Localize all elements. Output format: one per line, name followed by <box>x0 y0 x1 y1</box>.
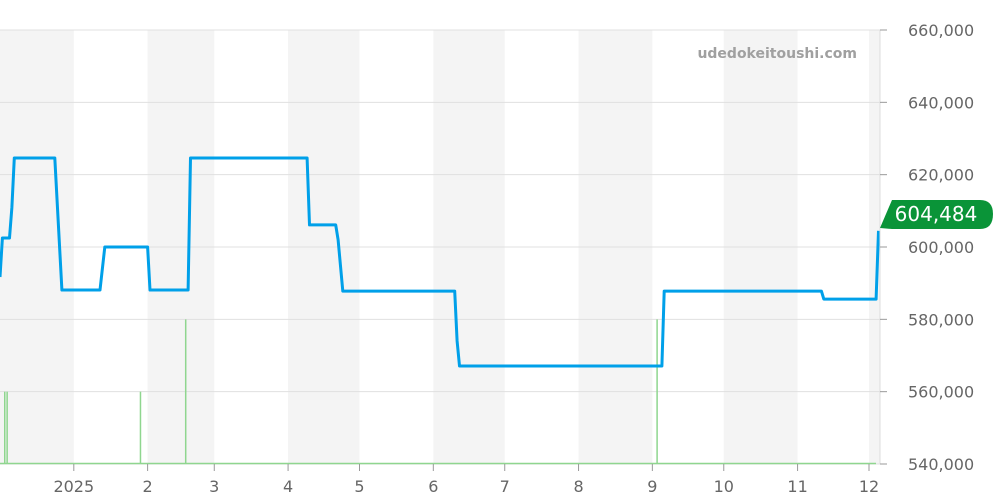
y-tick-label: 640,000 <box>908 93 974 112</box>
current-price-badge: 604,484 <box>880 200 993 229</box>
y-tick-label: 540,000 <box>908 455 974 474</box>
x-tick-label: 5 <box>354 477 364 496</box>
x-tick-label: 10 <box>714 477 734 496</box>
current-price-label: 604,484 <box>895 202 978 226</box>
x-tick-label: 2 <box>143 477 153 496</box>
price-line <box>0 156 880 368</box>
x-tick-label: 8 <box>573 477 583 496</box>
x-tick-label: 4 <box>283 477 293 496</box>
x-tick-label: 2025 <box>53 477 94 496</box>
y-tick-label: 620,000 <box>908 166 974 185</box>
y-axis: 540,000 560,000 580,000 600,000 620,000 640,0… <box>880 21 974 474</box>
volume-bars <box>0 319 876 465</box>
y-tick-label: 580,000 <box>908 310 974 329</box>
x-tick-label: 12 <box>859 477 879 496</box>
x-tick-label: 3 <box>209 477 219 496</box>
y-tick-label: 560,000 <box>908 383 974 402</box>
x-tick-label: 9 <box>647 477 657 496</box>
watermark: udedokeitoushi.com <box>697 46 857 62</box>
x-tick-label: 11 <box>787 477 807 496</box>
y-tick-label: 660,000 <box>908 21 974 40</box>
x-tick-label: 7 <box>500 477 510 496</box>
y-tick-label: 600,000 <box>908 238 974 257</box>
x-tick-label: 6 <box>428 477 438 496</box>
x-axis: 2025 2 3 4 5 6 7 8 9 10 11 12 <box>53 464 879 496</box>
